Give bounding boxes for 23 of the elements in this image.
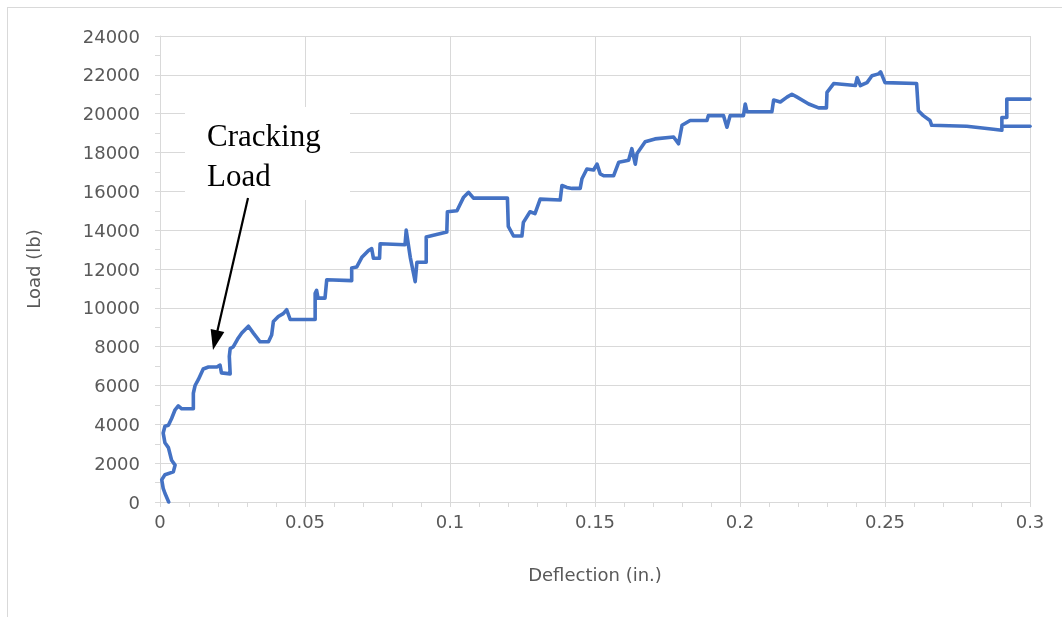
y-tick-label: 18000: [82, 142, 140, 163]
y-tick-label: 24000: [82, 25, 140, 47]
y-tick-label: 0: [128, 491, 140, 513]
y-axis-title: Load (lb): [22, 229, 44, 309]
x-tick-label: 0.05: [284, 510, 326, 532]
y-tick-label: 8000: [94, 336, 140, 358]
y-tick-label: 4000: [94, 413, 140, 435]
y-tick-label: 14000: [82, 219, 140, 241]
x-tick-label: 0: [154, 510, 166, 532]
x-tick-label: 0.1: [435, 510, 465, 532]
annotation: Cracking Load: [185, 107, 350, 200]
y-tick-label: 22000: [82, 64, 140, 86]
x-axis-title: Deflection (in.): [528, 563, 662, 585]
y-tick-label: 6000: [94, 375, 140, 396]
x-tick-label: 0.2: [725, 510, 755, 532]
y-tick-label: 12000: [82, 258, 140, 280]
x-tick-label: 0.25: [864, 510, 906, 532]
y-tick-label: 20000: [82, 103, 140, 125]
y-tick-label: 10000: [82, 297, 140, 319]
x-tick-label: 0.3: [1015, 510, 1045, 532]
y-tick-label: 16000: [82, 180, 140, 202]
x-tick-label: 0.15: [574, 510, 616, 532]
y-tick-label: 2000: [94, 452, 140, 474]
